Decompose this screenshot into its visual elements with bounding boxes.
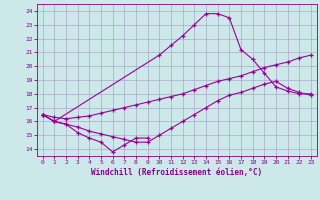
X-axis label: Windchill (Refroidissement éolien,°C): Windchill (Refroidissement éolien,°C) (91, 168, 262, 177)
